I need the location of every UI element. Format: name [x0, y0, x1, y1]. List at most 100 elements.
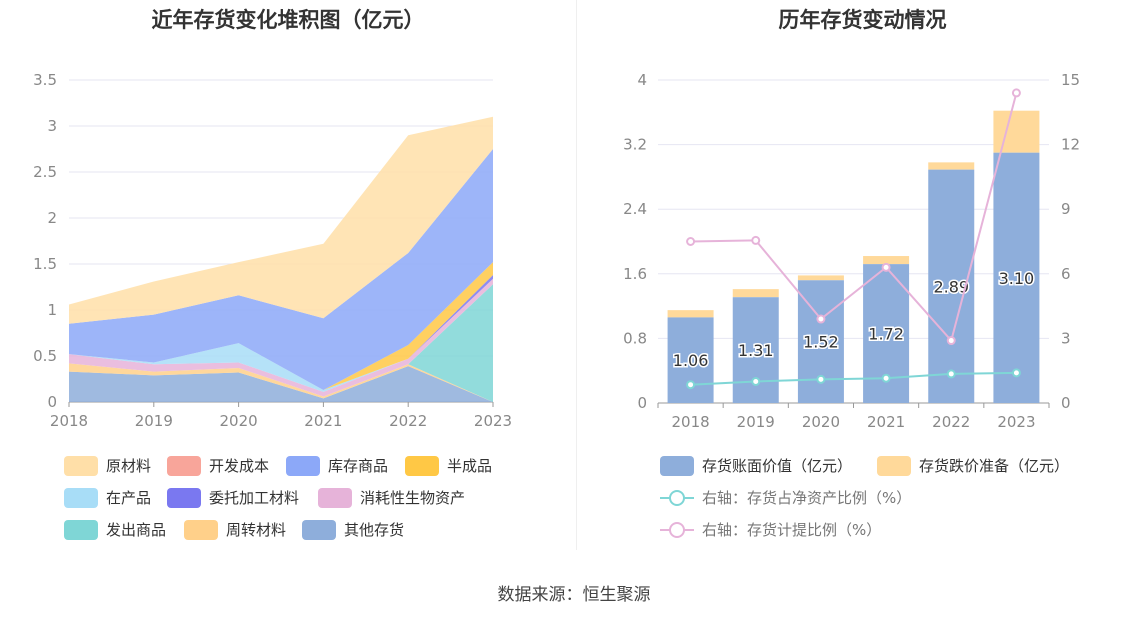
legend-swatch — [660, 488, 694, 508]
bar-impairment — [928, 162, 975, 170]
legend-label: 存货跌价准备（亿元） — [919, 457, 1070, 475]
right-chart-panel: 历年存货变动情况 0 0.8 1.6 2.4 3.2 4 0 3 6 9 12 15 2018 2019 2… — [577, 0, 1148, 560]
legend-swatch — [64, 487, 98, 508]
data-source-footer: 数据来源：恒生聚源 — [497, 585, 651, 605]
line-point — [816, 314, 826, 324]
legend-label: 在产品 — [106, 489, 152, 507]
y-tick-label: 1.5 — [33, 255, 57, 273]
bar-book-value — [928, 169, 975, 403]
x-tick-label: 2023 — [474, 412, 512, 430]
legend-swatch — [302, 519, 336, 540]
line-point — [816, 374, 826, 384]
panel-divider — [576, 0, 577, 550]
legend-label: 右轴：存货计提比例（%） — [702, 521, 882, 539]
bar-impairment — [993, 110, 1040, 153]
line-point — [686, 380, 696, 390]
bar-data-label: 1.06 — [673, 351, 709, 370]
legend-item[interactable]: 在产品 — [64, 487, 151, 508]
bar-impairment — [667, 310, 714, 318]
line-point — [686, 237, 696, 246]
left-chart-title: 近年存货变化堆积图（亿元） — [151, 8, 425, 32]
y-tick-label: 3.5 — [33, 71, 57, 89]
legend-swatch — [405, 455, 439, 476]
area-半成品 — [69, 262, 493, 391]
bar-impairment — [732, 289, 779, 298]
x-tick-label: 2020 — [802, 413, 840, 431]
legend-label: 开发成本 — [209, 457, 270, 475]
legend-swatch — [660, 520, 694, 540]
x-tick-label: 2019 — [135, 412, 173, 430]
line-series — [690, 92, 1018, 343]
legend-swatch — [877, 455, 911, 476]
y2-tick-label: 12 — [1061, 136, 1080, 154]
area-周转材料 — [69, 363, 493, 402]
legend-item[interactable]: 发出商品 — [64, 519, 166, 540]
x-tick-label: 2022 — [389, 412, 427, 430]
y2-tick-label: 3 — [1061, 329, 1071, 347]
legend-swatch — [64, 519, 98, 540]
legend-label: 消耗性生物资产 — [360, 489, 466, 507]
legend-swatch — [184, 519, 218, 540]
x-tick-label: 2021 — [304, 412, 342, 430]
y-tick-label: 1.6 — [623, 265, 647, 283]
area-在产品 — [69, 275, 493, 392]
legend-item[interactable]: 消耗性生物资产 — [318, 487, 465, 508]
legend-item[interactable]: 库存商品 — [286, 455, 388, 476]
bar-impairment — [863, 256, 910, 265]
y2-tick-label: 6 — [1061, 265, 1071, 283]
x-tick-label: 2019 — [737, 413, 775, 431]
left-chart-panel: 近年存货变化堆积图（亿元） 0 0.5 1 1.5 2 2.5 3 3.5 2018 2019 20… — [0, 0, 576, 560]
y2-tick-label: 15 — [1061, 71, 1080, 89]
area-库存商品 — [69, 149, 493, 391]
y-tick-label: 4 — [637, 71, 647, 89]
y-tick-label: 0 — [47, 393, 57, 411]
area-原材料 — [69, 116, 493, 324]
legend-item[interactable]: 存货账面价值（亿元） — [660, 455, 852, 476]
bar-data-label: 3.10 — [999, 269, 1035, 288]
x-tick-label: 2020 — [220, 412, 258, 430]
y-tick-label: 2.4 — [623, 200, 647, 218]
y-tick-label: 2 — [47, 209, 57, 227]
legend-label: 右轴：存货占净资产比例（%） — [702, 489, 912, 507]
legend-item[interactable]: 开发成本 — [167, 455, 269, 476]
right-chart-title: 历年存货变动情况 — [778, 8, 947, 32]
bar-line-combo-chart: 0 0.8 1.6 2.4 3.2 4 0 3 6 9 12 15 2018 2019 2020 2021 20… — [623, 71, 1080, 431]
bar-data-label: 1.72 — [868, 325, 904, 344]
y-tick-label: 0 — [637, 394, 647, 412]
legend-label: 半成品 — [447, 457, 493, 475]
line-point — [751, 235, 761, 245]
bar-data-label: 1.31 — [738, 341, 774, 360]
y-tick-label: 3.2 — [623, 136, 647, 154]
y2-tick-label: 0 — [1061, 394, 1071, 412]
legend-label: 发出商品 — [106, 521, 167, 539]
legend-label: 库存商品 — [328, 457, 389, 475]
legend-label: 原材料 — [106, 457, 152, 475]
legend-swatch — [660, 455, 694, 476]
legend-item[interactable]: 右轴：存货占净资产比例（%） — [660, 487, 911, 508]
y-tick-label: 3 — [47, 117, 57, 135]
legend-label: 周转材料 — [226, 521, 287, 539]
y-tick-label: 0.5 — [33, 347, 57, 365]
legend-item[interactable]: 右轴：存货计提比例（%） — [660, 519, 881, 540]
legend-swatch — [167, 455, 201, 476]
legend-item[interactable]: 其他存货 — [302, 519, 404, 540]
line-point — [1011, 88, 1021, 98]
legend-swatch — [64, 455, 98, 476]
x-tick-label: 2023 — [997, 413, 1035, 431]
bar-book-value — [993, 152, 1040, 403]
legend-item[interactable]: 原材料 — [64, 455, 151, 476]
area-其他存货 — [69, 366, 493, 402]
legend-item[interactable]: 委托加工材料 — [167, 487, 299, 508]
line-point — [1011, 368, 1021, 378]
legend-label: 存货账面价值（亿元） — [702, 457, 853, 475]
y-tick-label: 2.5 — [33, 163, 57, 181]
line-series — [690, 371, 1017, 386]
legend-item[interactable]: 存货跌价准备（亿元） — [877, 455, 1069, 476]
line-point — [946, 336, 956, 346]
legend-item[interactable]: 周转材料 — [184, 519, 286, 540]
bar-data-label: 2.89 — [933, 277, 969, 296]
legend-item[interactable]: 半成品 — [405, 455, 492, 476]
y-tick-label: 1 — [47, 301, 57, 319]
x-tick-label: 2022 — [932, 413, 970, 431]
stacked-area-chart: 0 0.5 1 1.5 2 2.5 3 3.5 2018 2019 2020 2021 2022 2023 — [33, 71, 512, 430]
